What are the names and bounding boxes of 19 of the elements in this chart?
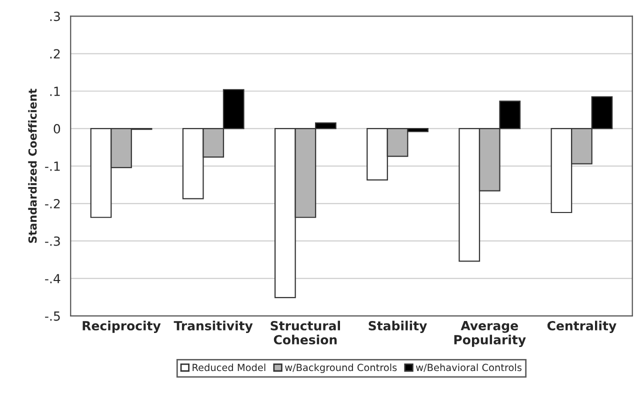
legend-label: Reduced Model <box>192 364 266 372</box>
y-axis-title: Standardized Coefficient <box>28 88 37 243</box>
y-tick-label: -.1 <box>45 162 60 171</box>
x-tick-label: Transitivity <box>174 320 253 333</box>
x-tick-label: Reciprocity <box>82 320 161 333</box>
x-tick-label: Structural Cohesion <box>270 320 340 344</box>
y-tick-label: -.3 <box>45 236 60 246</box>
legend-label: w/Background Controls <box>285 364 397 374</box>
y-tick-label: .2 <box>50 49 60 58</box>
x-tick-label: Centrality <box>547 320 616 333</box>
legend-label: w/Behavioral Controls <box>416 364 522 372</box>
y-tick-label: -.5 <box>45 312 60 321</box>
x-tick-label: Stability <box>368 320 427 333</box>
y-tick-label: .3 <box>50 12 60 22</box>
y-tick-label: .1 <box>50 86 60 96</box>
y-tick-label: 0 <box>54 124 60 134</box>
y-tick-label: -.2 <box>45 198 60 208</box>
y-tick-label: -.4 <box>45 274 60 284</box>
x-tick-label: Average Popularity <box>454 321 526 347</box>
